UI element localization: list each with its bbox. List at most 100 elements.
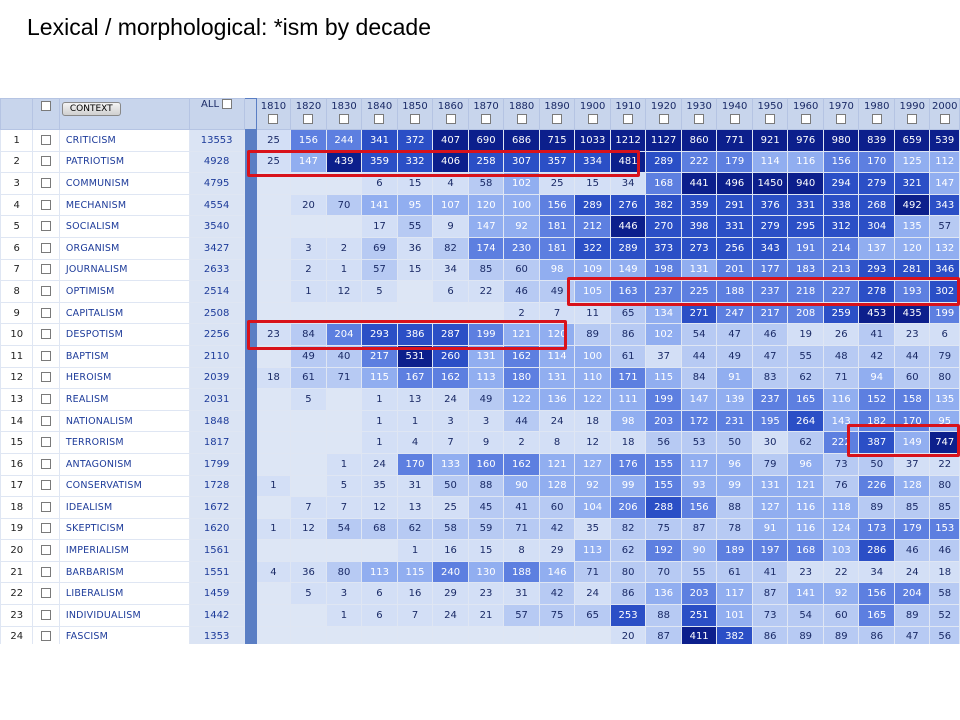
decade-count-cell[interactable]: 539 [929,129,960,152]
decade-count-cell[interactable]: 55 [787,344,824,368]
decade-count-cell[interactable]: 1 [361,388,398,411]
decade-count-cell[interactable]: 1 [361,409,398,433]
decade-count-cell[interactable]: 100 [503,193,540,217]
decade-count-cell[interactable]: 35 [574,517,611,541]
word-link[interactable]: HEROISM [58,366,190,390]
decade-count-cell[interactable]: 88 [467,474,505,498]
decade-checkbox[interactable] [445,114,456,124]
decade-count-cell[interactable]: 747 [929,431,960,454]
decade-count-cell[interactable]: 1 [255,517,292,541]
decade-count-cell[interactable]: 156 [538,193,576,217]
decade-count-cell[interactable]: 359 [680,193,718,217]
decade-count-cell[interactable]: 23 [893,323,931,346]
decade-count-cell[interactable]: 147 [929,172,960,195]
decade-count-cell[interactable]: 79 [751,452,789,476]
decade-checkbox[interactable] [338,114,349,124]
decade-count-cell[interactable]: 152 [858,388,895,411]
decade-count-cell[interactable]: 373 [645,236,682,260]
decade-count-cell[interactable]: 12 [574,431,611,454]
decade-count-cell[interactable]: 107 [432,193,469,217]
decade-count-cell[interactable]: 82 [432,236,469,260]
decade-count-cell[interactable]: 174 [467,236,505,260]
decade-count-cell[interactable]: 17 [361,215,398,238]
decade-count-cell[interactable]: 12 [290,517,327,541]
decade-count-cell[interactable]: 56 [645,431,682,454]
decade-count-cell[interactable]: 288 [645,496,682,519]
word-link[interactable]: LIBERALISM [58,582,190,606]
decade-count-cell[interactable]: 42 [858,344,895,368]
decade-count-cell[interactable]: 8 [503,539,540,562]
decade-count-cell[interactable]: 270 [645,215,682,238]
decade-count-cell[interactable]: 57 [361,258,398,282]
decade-count-cell[interactable]: 686 [503,129,540,152]
decade-count-cell[interactable]: 1 [325,604,363,627]
decade-count-cell[interactable]: 113 [574,539,611,562]
word-link[interactable]: ORGANISM [58,236,190,260]
decade-count-cell[interactable]: 446 [609,215,647,238]
decade-count-cell[interactable]: 113 [467,366,505,390]
decade-count-cell[interactable]: 90 [680,539,718,562]
decade-count-cell[interactable]: 18 [609,431,647,454]
decade-checkbox[interactable] [871,114,882,124]
decade-count-cell[interactable]: 85 [467,258,505,282]
word-link[interactable]: MECHANISM [58,193,190,217]
decade-count-cell[interactable]: 55 [680,560,718,584]
decade-count-cell[interactable]: 839 [858,129,895,152]
decade-count-cell[interactable]: 9 [432,215,469,238]
decade-checkbox[interactable] [836,114,847,124]
decade-count-cell[interactable]: 188 [503,560,540,584]
decade-count-cell[interactable]: 92 [822,582,860,606]
word-link[interactable]: IDEALISM [58,496,190,519]
decade-count-cell[interactable]: 132 [929,236,960,260]
decade-count-cell[interactable]: 128 [893,474,931,498]
word-link[interactable]: ANTAGONISM [58,452,190,476]
decade-count-cell[interactable]: 60 [503,258,540,282]
decade-count-cell[interactable]: 131 [751,474,789,498]
row-checkbox[interactable] [41,458,52,469]
decade-count-cell[interactable]: 12 [361,496,398,519]
decade-count-cell[interactable]: 24 [574,582,611,606]
decade-count-cell[interactable]: 57 [503,604,540,627]
decade-count-cell[interactable]: 3 [432,409,469,433]
decade-checkbox[interactable] [623,114,634,124]
decade-count-cell[interactable]: 137 [858,236,895,260]
row-checkbox[interactable] [41,566,52,577]
word-link[interactable]: SOCIALISM [58,215,190,238]
decade-count-cell[interactable]: 7 [432,431,469,454]
decade-count-cell[interactable]: 193 [893,280,931,303]
decade-count-cell[interactable]: 89 [787,625,824,644]
decade-count-cell[interactable]: 135 [893,215,931,238]
decade-count-cell[interactable]: 147 [467,215,505,238]
decade-count-cell[interactable]: 35 [361,474,398,498]
word-link[interactable]: OPTIMISM [58,280,190,303]
decade-count-cell[interactable]: 124 [822,517,860,541]
total-count[interactable]: 4795 [188,172,245,195]
decade-count-cell[interactable]: 31 [396,474,434,498]
row-checkbox[interactable] [41,221,52,232]
decade-count-cell[interactable]: 46 [929,539,960,562]
decade-count-cell[interactable]: 127 [574,452,611,476]
decade-count-cell[interactable]: 29 [432,582,469,606]
decade-count-cell[interactable]: 4 [432,172,469,195]
word-link[interactable]: JOURNALISM [58,258,190,282]
decade-count-cell[interactable]: 860 [680,129,718,152]
decade-count-cell[interactable]: 2 [290,258,327,282]
decade-count-cell[interactable]: 7 [325,496,363,519]
decade-count-cell[interactable]: 89 [574,323,611,346]
decade-count-cell[interactable]: 22 [467,280,505,303]
decade-count-cell[interactable]: 121 [538,452,576,476]
row-checkbox[interactable] [41,372,52,383]
total-count[interactable]: 1551 [188,560,245,584]
decade-count-cell[interactable]: 204 [893,582,931,606]
decade-count-cell[interactable]: 411 [680,625,718,644]
decade-count-cell[interactable]: 24 [893,560,931,584]
word-link[interactable]: CRITICISM [58,129,190,152]
row-checkbox[interactable] [41,199,52,210]
decade-count-cell[interactable]: 62 [787,366,824,390]
decade-count-cell[interactable]: 122 [503,388,540,411]
decade-count-cell[interactable]: 173 [858,517,895,541]
decade-count-cell[interactable]: 231 [716,409,753,433]
decade-count-cell[interactable]: 94 [858,366,895,390]
decade-count-cell[interactable]: 179 [893,517,931,541]
decade-count-cell[interactable]: 25 [255,150,292,174]
